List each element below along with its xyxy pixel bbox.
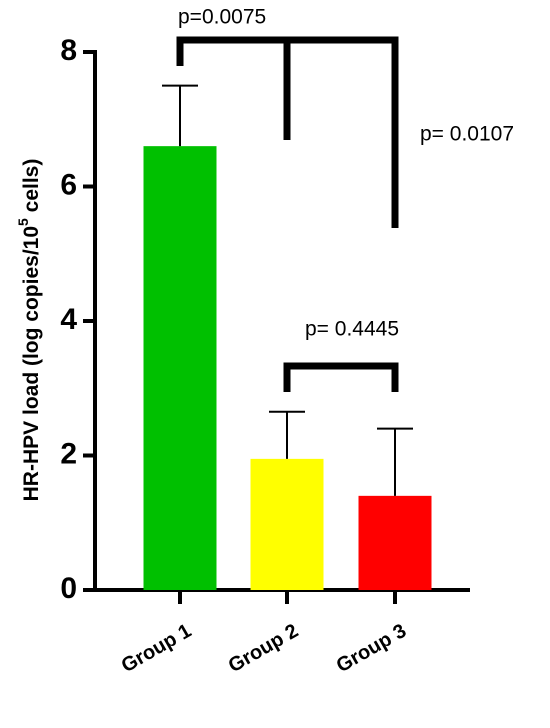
x-tick-label: Group 3	[333, 620, 410, 677]
y-axis-label: HR-HPV load (log copies/105 cells)	[15, 159, 43, 502]
x-tick-label: Group 1	[118, 620, 195, 677]
x-tick-label: Group 2	[225, 620, 302, 677]
bar	[143, 146, 217, 590]
p-value: p= 0.0107	[420, 123, 514, 146]
bar	[358, 495, 432, 590]
y-tick-label: 0	[60, 572, 77, 605]
y-label-sup: 5	[15, 218, 31, 226]
p-value: p= 0.4445	[305, 318, 399, 341]
bracket	[176, 36, 399, 228]
bracket	[283, 362, 399, 392]
y-label-end: cells)	[20, 159, 43, 219]
significance-brackets	[176, 36, 399, 392]
y-tick-label: 2	[60, 437, 77, 470]
y-tick-label: 6	[60, 168, 77, 201]
p-value: p=0.0075	[178, 6, 266, 29]
y-tick-label: 8	[60, 34, 77, 67]
error-bar	[162, 84, 198, 147]
y-tick-label: 4	[60, 303, 77, 336]
bar	[250, 458, 324, 590]
error-bar	[377, 427, 413, 496]
y-label-text: HR-HPV load (log copies/10	[20, 226, 43, 501]
error-bar	[269, 410, 305, 459]
